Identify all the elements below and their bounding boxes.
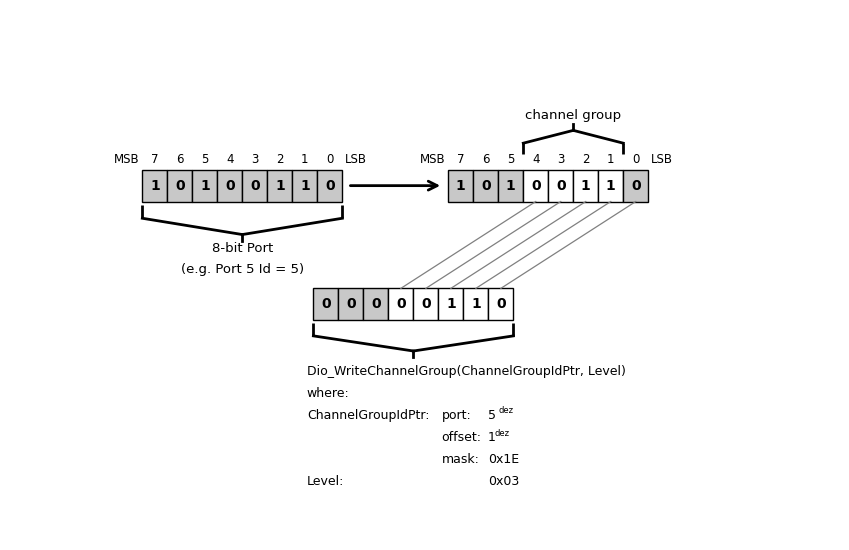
Bar xyxy=(292,170,318,201)
Text: 7: 7 xyxy=(151,153,159,166)
Text: LSB: LSB xyxy=(651,153,673,166)
Text: dez: dez xyxy=(498,406,514,415)
Text: 1: 1 xyxy=(487,431,496,444)
Text: 1: 1 xyxy=(581,179,591,192)
Text: 0: 0 xyxy=(481,179,491,192)
Text: 0x1E: 0x1E xyxy=(487,453,519,466)
Text: 0: 0 xyxy=(631,179,641,192)
Text: port:: port: xyxy=(441,409,471,422)
Text: 6: 6 xyxy=(482,153,490,166)
Text: 0: 0 xyxy=(421,297,430,311)
Bar xyxy=(313,288,339,320)
Text: 1: 1 xyxy=(607,153,615,166)
Text: 7: 7 xyxy=(457,153,464,166)
Text: 0: 0 xyxy=(396,297,406,311)
Text: 2: 2 xyxy=(276,153,284,166)
Bar xyxy=(413,288,438,320)
Text: 6: 6 xyxy=(176,153,183,166)
Bar xyxy=(167,170,193,201)
Bar xyxy=(388,288,413,320)
Text: LSB: LSB xyxy=(345,153,367,166)
Text: 3: 3 xyxy=(557,153,565,166)
Bar xyxy=(523,170,548,201)
Text: 0: 0 xyxy=(531,179,541,192)
Text: 1: 1 xyxy=(456,179,465,192)
Bar xyxy=(473,170,498,201)
Bar xyxy=(363,288,388,320)
Text: 1: 1 xyxy=(506,179,515,192)
Text: 1: 1 xyxy=(150,179,160,192)
Text: (e.g. Port 5 Id = 5): (e.g. Port 5 Id = 5) xyxy=(181,263,304,276)
Bar xyxy=(318,170,342,201)
Text: 0: 0 xyxy=(175,179,184,192)
Bar xyxy=(267,170,292,201)
Text: 0: 0 xyxy=(326,153,334,166)
Bar xyxy=(464,288,488,320)
Bar xyxy=(242,170,267,201)
Text: 5: 5 xyxy=(201,153,209,166)
Bar xyxy=(438,288,464,320)
Bar xyxy=(217,170,242,201)
Text: 0: 0 xyxy=(346,297,356,311)
Bar xyxy=(193,170,217,201)
Text: 5: 5 xyxy=(487,409,496,422)
Bar xyxy=(448,170,473,201)
Text: 0: 0 xyxy=(250,179,260,192)
Text: where:: where: xyxy=(306,387,350,400)
Text: 0: 0 xyxy=(496,297,506,311)
Bar xyxy=(143,170,167,201)
Text: mask:: mask: xyxy=(441,453,480,466)
Text: channel group: channel group xyxy=(526,109,621,122)
Bar xyxy=(623,170,649,201)
Text: 1: 1 xyxy=(301,153,308,166)
Text: 1: 1 xyxy=(471,297,481,311)
Text: 8-bit Port: 8-bit Port xyxy=(211,242,273,255)
Text: 3: 3 xyxy=(251,153,258,166)
Text: 0: 0 xyxy=(225,179,234,192)
Text: Level:: Level: xyxy=(306,475,344,488)
Text: 1: 1 xyxy=(446,297,456,311)
Text: 0: 0 xyxy=(556,179,565,192)
Bar xyxy=(339,288,363,320)
Text: 4: 4 xyxy=(532,153,539,166)
Text: 4: 4 xyxy=(226,153,233,166)
Text: MSB: MSB xyxy=(420,153,446,166)
Text: 1: 1 xyxy=(275,179,284,192)
Text: 1: 1 xyxy=(300,179,310,192)
Text: 0x03: 0x03 xyxy=(487,475,519,488)
Text: Dio_WriteChannelGroup(ChannelGroupIdPtr, Level): Dio_WriteChannelGroup(ChannelGroupIdPtr,… xyxy=(306,365,626,377)
Text: offset:: offset: xyxy=(441,431,481,444)
Text: 1: 1 xyxy=(200,179,210,192)
Text: 0: 0 xyxy=(371,297,380,311)
Bar xyxy=(548,170,573,201)
Text: 5: 5 xyxy=(507,153,514,166)
Text: 1: 1 xyxy=(606,179,616,192)
Text: ChannelGroupIdPtr:: ChannelGroupIdPtr: xyxy=(306,409,430,422)
Bar xyxy=(599,170,623,201)
Text: 2: 2 xyxy=(582,153,589,166)
Bar xyxy=(488,288,514,320)
Text: dez: dez xyxy=(494,428,509,437)
Text: MSB: MSB xyxy=(114,153,140,166)
Text: 0: 0 xyxy=(325,179,335,192)
Text: 0: 0 xyxy=(321,297,331,311)
Text: 0: 0 xyxy=(633,153,639,166)
Bar xyxy=(573,170,599,201)
Bar xyxy=(498,170,523,201)
